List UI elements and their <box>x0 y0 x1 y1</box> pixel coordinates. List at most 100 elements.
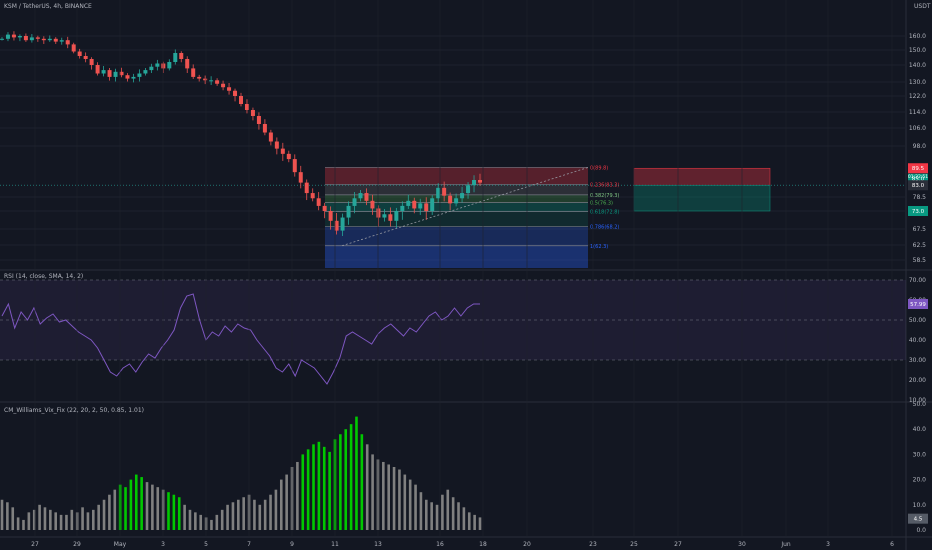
mid-price-tag: 85.0 <box>912 177 925 183</box>
time-tick-label: 11 <box>331 541 339 548</box>
vix-bar <box>306 449 310 530</box>
candle-body <box>197 76 202 79</box>
time-tick-label: 7 <box>247 541 251 548</box>
vix-bar <box>344 429 348 530</box>
candle-body <box>424 203 429 211</box>
vix-bar <box>108 494 111 530</box>
fib-extension-zone <box>325 245 588 268</box>
vix-bar <box>226 504 229 530</box>
time-tick-label: 27 <box>674 541 682 548</box>
vix-bar <box>398 469 401 530</box>
price-tick-label: 140.0 <box>909 62 926 69</box>
vix-bar <box>424 499 428 530</box>
price-tick-label: 122.0 <box>909 93 926 100</box>
time-tick-label: 20 <box>523 541 531 548</box>
vix-bar <box>322 446 326 530</box>
vix-bar <box>38 504 41 530</box>
time-tick-label: 30 <box>738 541 746 548</box>
candle-body <box>101 70 106 74</box>
candle-body <box>155 63 160 67</box>
time-tick-label: 6 <box>890 541 894 548</box>
vix-bar <box>473 514 476 530</box>
candle-body <box>95 65 100 74</box>
time-tick-label: 23 <box>589 541 597 548</box>
vix-bar <box>392 467 396 530</box>
rsi-title: RSI (14, close, SMA, 14, 2) <box>4 273 84 280</box>
vix-bar <box>274 489 278 530</box>
candle-body <box>364 193 369 201</box>
vix-bar <box>478 517 482 530</box>
candle-body <box>352 198 357 206</box>
fib-level-label: 0.236(83.3) <box>590 182 619 188</box>
candle-body <box>191 68 196 77</box>
target-zone <box>633 184 771 212</box>
candle-body <box>346 205 351 218</box>
vix-bar <box>312 444 315 530</box>
rsi-tick-label: 70.00 <box>909 277 926 284</box>
candle-body <box>89 59 94 65</box>
vix-bar <box>451 497 455 530</box>
vix-bar <box>328 451 331 530</box>
price-tick-label: 67.5 <box>913 226 927 233</box>
candle-body <box>233 90 238 96</box>
vix-bar <box>360 434 364 530</box>
candle-body <box>83 56 88 59</box>
countdown-label: 01:22:51 <box>908 174 928 180</box>
price-tick-label: 114.0 <box>909 109 926 116</box>
candle-body <box>274 141 279 149</box>
fib-level-label: 0.5(76.3) <box>590 201 613 207</box>
vix-bar <box>263 499 267 530</box>
vix-bar <box>457 502 460 530</box>
high-price-tag-bg <box>908 163 928 174</box>
rsi-tick-label: 40.00 <box>909 337 926 344</box>
price-tick-label: 58.5 <box>913 257 927 264</box>
vix-bar <box>210 519 213 530</box>
vix-bar <box>435 504 439 530</box>
time-tick-label: 3 <box>826 541 830 548</box>
currency-label: USDT <box>914 3 931 10</box>
fib-level-label: 0.382(79.3) <box>590 193 619 199</box>
fib-zone <box>325 167 588 185</box>
vix-bar <box>11 507 15 530</box>
price-tick-label: 62.5 <box>913 242 927 249</box>
candle-body <box>334 220 339 231</box>
candle-body <box>256 116 261 124</box>
vix-bar <box>6 502 9 530</box>
candle-body <box>137 73 142 77</box>
candle-body <box>17 36 22 38</box>
vix-bar <box>156 487 160 530</box>
price-tick-label: 106.0 <box>909 125 926 132</box>
fib-zone <box>325 226 588 246</box>
fib-level-label: 0.786(68.2) <box>590 225 619 231</box>
candle-body <box>65 40 70 45</box>
candle-body <box>400 205 405 211</box>
vix-bar <box>215 514 219 530</box>
vix-bar <box>27 512 31 530</box>
vix-tick-label: 0.0 <box>916 527 926 534</box>
vix-bar <box>86 512 90 530</box>
vix-bar <box>134 474 138 530</box>
time-tick-label: 25 <box>630 541 638 548</box>
vix-bar <box>81 507 84 530</box>
rsi-tick-label: 30.00 <box>909 357 926 364</box>
trend-line <box>341 167 589 247</box>
fib-zone <box>325 202 588 212</box>
vix-tick-label: 40.0 <box>913 426 927 433</box>
candle-body <box>113 71 118 77</box>
vix-bar <box>65 514 68 530</box>
time-tick-label: 27 <box>31 541 39 548</box>
candle-body <box>394 211 399 221</box>
price-tick-label: 98.0 <box>913 143 927 150</box>
vix-bar <box>59 514 63 530</box>
vix-bar <box>199 514 203 530</box>
price-tick-label: 130.0 <box>909 79 926 86</box>
candle-body <box>173 53 178 62</box>
rsi-tick-label: 20.00 <box>909 377 926 384</box>
candle-body <box>131 76 136 79</box>
candle-body <box>161 63 166 69</box>
candle-body <box>227 87 232 91</box>
vix-bar <box>365 444 369 530</box>
rsi-tick-label: 50.00 <box>909 317 926 324</box>
candle-body <box>59 40 64 42</box>
